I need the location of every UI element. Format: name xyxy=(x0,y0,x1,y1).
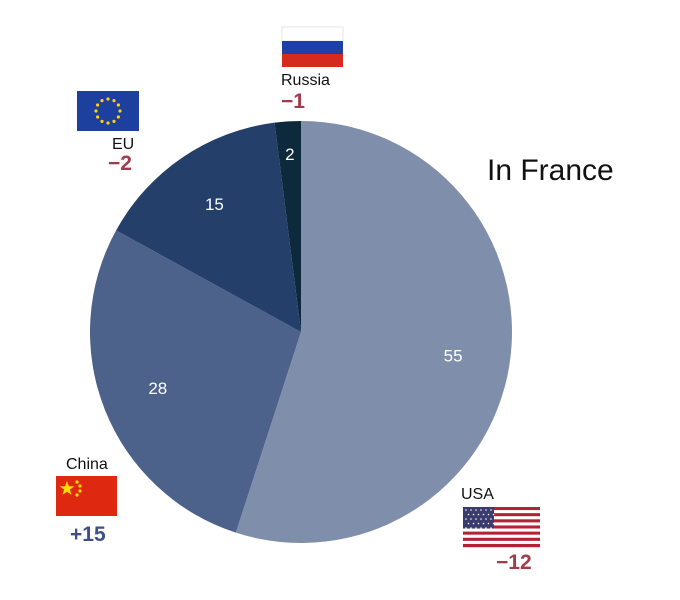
russia-change: −1 xyxy=(281,90,305,113)
eu-flag-icon xyxy=(77,91,139,131)
china-annotation: China +15 xyxy=(56,456,117,546)
slice-value-russia: 2 xyxy=(285,145,294,164)
chart-title: In France xyxy=(487,154,614,187)
china-change: +15 xyxy=(70,523,106,546)
slice-value-usa: 55 xyxy=(444,347,463,366)
eu-change: −2 xyxy=(108,152,132,175)
pie-slice-russia xyxy=(274,121,301,332)
usa-change: −12 xyxy=(496,551,532,574)
pie-slice-china xyxy=(90,230,301,533)
pie-slice-eu xyxy=(116,122,301,333)
pie-slice-usa xyxy=(235,121,512,543)
slice-value-china: 28 xyxy=(148,379,167,398)
pie-slice-labels: 55 28 15 2 xyxy=(148,145,462,398)
eu-label: EU xyxy=(112,136,134,153)
russia-annotation: Russia −1 xyxy=(281,26,344,113)
china-flag-icon xyxy=(56,476,117,516)
usa-label: USA xyxy=(461,486,494,503)
russia-flag-icon xyxy=(281,26,344,67)
slice-value-eu: 15 xyxy=(205,195,224,214)
pie-slices xyxy=(90,121,512,543)
usa-flag-icon xyxy=(463,507,540,548)
russia-label: Russia xyxy=(281,72,330,89)
eu-annotation: EU −2 xyxy=(77,91,139,175)
china-label: China xyxy=(66,456,108,473)
usa-annotation: USA −12 xyxy=(461,486,540,574)
